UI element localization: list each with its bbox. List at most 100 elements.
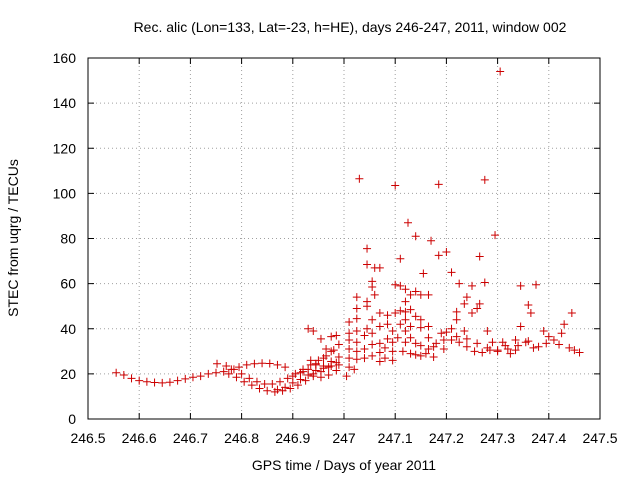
data-point <box>478 348 487 357</box>
data-point <box>368 315 377 324</box>
data-point <box>470 347 479 356</box>
data-point <box>352 304 361 313</box>
data-point <box>150 378 159 387</box>
x-tick-label: 247.2 <box>429 430 464 446</box>
data-point <box>240 377 249 386</box>
data-point <box>416 341 425 350</box>
data-point <box>424 333 433 342</box>
data-point <box>411 232 420 241</box>
data-point <box>516 322 525 331</box>
data-point <box>388 327 397 336</box>
data-point <box>112 368 121 377</box>
data-point <box>232 373 241 382</box>
data-point <box>555 340 564 349</box>
data-point <box>404 218 412 227</box>
data-point <box>247 381 256 390</box>
data-point <box>252 377 261 386</box>
data-point <box>462 293 471 302</box>
data-point <box>360 345 369 354</box>
data-point <box>309 369 318 378</box>
data-point <box>127 374 136 383</box>
data-point <box>460 327 469 336</box>
data-point <box>375 308 384 317</box>
data-point <box>368 351 377 360</box>
y-tick-label: 20 <box>60 366 76 382</box>
data-point <box>135 376 144 385</box>
data-point <box>213 359 222 368</box>
data-point <box>263 386 272 395</box>
data-point <box>296 375 305 384</box>
data-point <box>396 306 405 315</box>
data-point <box>544 332 553 341</box>
data-point <box>383 334 392 343</box>
data-point <box>316 334 325 343</box>
data-point <box>475 252 484 261</box>
data-point <box>427 236 436 245</box>
data-point <box>375 339 384 348</box>
data-point <box>288 372 297 381</box>
data-point <box>511 336 520 345</box>
data-point <box>567 308 576 317</box>
data-point <box>334 352 343 361</box>
data-point <box>196 372 205 381</box>
data-point <box>493 346 502 355</box>
data-point <box>388 356 397 365</box>
y-tick-label: 160 <box>53 50 77 66</box>
data-point <box>439 336 448 345</box>
data-point <box>565 343 574 352</box>
data-point <box>388 338 397 347</box>
data-point <box>406 333 415 342</box>
data-point <box>524 337 533 346</box>
data-point <box>352 355 361 364</box>
data-point <box>383 311 392 320</box>
data-point <box>534 342 543 351</box>
data-point <box>416 290 425 299</box>
y-tick-label: 140 <box>53 95 77 111</box>
data-point <box>514 341 523 350</box>
data-point <box>542 339 551 348</box>
data-point <box>570 346 579 355</box>
data-point <box>462 334 471 343</box>
data-point <box>424 322 433 331</box>
data-point <box>503 345 512 354</box>
data-point <box>411 312 420 321</box>
data-point <box>165 378 174 387</box>
data-point <box>188 373 197 382</box>
x-tick-label: 247.1 <box>378 430 413 446</box>
data-point <box>383 320 392 329</box>
data-point <box>483 327 492 336</box>
data-point <box>306 356 315 365</box>
data-point <box>242 360 251 369</box>
data-point <box>401 315 410 324</box>
data-point <box>442 248 451 257</box>
data-point <box>391 181 400 190</box>
data-point <box>401 285 410 294</box>
y-tick-label: 40 <box>60 321 76 337</box>
data-point <box>393 333 402 342</box>
data-point <box>398 347 407 356</box>
data-point <box>173 376 182 385</box>
data-point <box>245 374 254 383</box>
x-tick-label: 247.4 <box>531 430 566 446</box>
data-point <box>288 378 297 387</box>
chart-title: Rec. alic (Lon=133, Lat=-23, h=HE), days… <box>134 19 567 35</box>
y-tick-label: 100 <box>53 185 77 201</box>
data-point <box>575 348 584 357</box>
data-point <box>350 365 359 374</box>
data-point <box>406 349 415 358</box>
data-point <box>224 369 233 378</box>
data-point <box>304 324 313 333</box>
data-point <box>281 383 290 392</box>
data-point <box>355 174 364 183</box>
data-point <box>529 343 538 352</box>
data-point <box>360 331 369 340</box>
data-point <box>416 323 425 332</box>
data-point <box>250 359 259 368</box>
data-point <box>327 332 336 341</box>
y-tick-label: 60 <box>60 276 76 292</box>
data-point <box>396 320 405 329</box>
data-point <box>273 360 282 369</box>
y-tick-label: 120 <box>53 140 77 156</box>
data-point <box>345 317 354 326</box>
